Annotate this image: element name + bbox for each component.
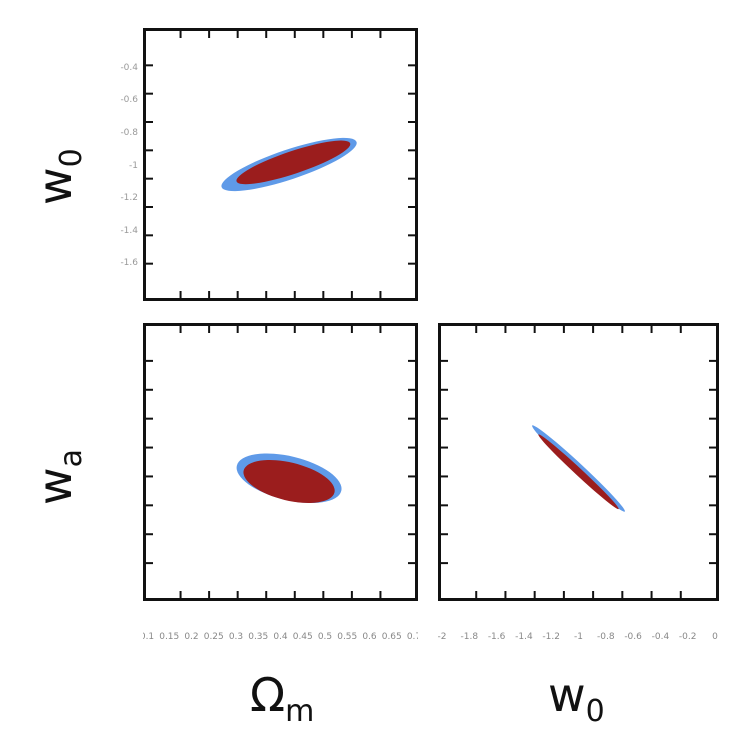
x-tick-label: 0.15 [159,632,179,642]
contour-plot-omega-wa [146,326,415,598]
x-tick-label: 0.1 [143,632,154,642]
panel-w0-wa [438,323,719,601]
x-tick-label: -0.8 [597,632,615,642]
contour-plot-w0-wa [441,326,716,598]
x-tick-label: -1.6 [488,632,506,642]
x-tick-label: -0.4 [652,632,670,642]
x-tick-label: 0.55 [337,632,357,642]
x-tick-label: -0.2 [679,632,697,642]
x-tick-label: 0.2 [184,632,198,642]
x-tick-label: 0.5 [318,632,332,642]
confidence-region-inner [236,140,351,185]
x-tick-label: 0.6 [362,632,377,642]
x-tick-label: 0.35 [248,632,268,642]
x-tick-label: -1.8 [461,632,479,642]
x-tick-labels-omega: 0.1 0.15 0.2 0.25 0.3 0.35 0.4 0.45 0.5 0.55 0.6 0.… [143,632,418,642]
confidence-region-inner [243,460,335,503]
y-tick-label: -0.8 [120,127,138,138]
y-tick-label: -0.6 [120,95,138,106]
x-tick-label: -1 [574,632,583,642]
x-tick-labels-w0: -2 -1.8 -1.6 -1.4 -1.2 -1 -0.8 -0.6 -0.4 -0.2 0 [438,632,718,642]
y-axis-label-wa: wa [28,448,90,505]
y-tick-label: -1 [129,160,138,171]
x-tick-label: 0.45 [293,632,313,642]
x-tick-label: 0.3 [229,632,243,642]
contour-plot-omega-w0 [146,31,415,298]
x-axis-label-omega-m: Ωm [250,668,315,730]
y-tick-label: -0.4 [120,62,138,73]
x-tick-label: 0.7 [407,632,418,642]
x-tick-label: -1.4 [515,632,533,642]
y-tick-label: -1.2 [120,193,138,204]
panel-omega-wa [143,323,418,601]
confidence-region-inner [538,434,619,510]
x-tick-label: -2 [438,632,446,642]
x-tick-label: -0.6 [624,632,642,642]
x-tick-label: 0.25 [204,632,224,642]
x-tick-label: -1.2 [542,632,560,642]
x-tick-label: 0.65 [382,632,402,642]
x-tick-label: 0 [712,632,718,642]
x-tick-label: 0.4 [273,632,288,642]
y-tick-label: -1.6 [120,258,138,269]
y-tick-label: -1.4 [120,225,138,236]
panel-omega-w0 [143,28,418,301]
y-axis-label-w0: w0 [28,148,90,205]
x-axis-label-w0: w0 [548,668,605,730]
